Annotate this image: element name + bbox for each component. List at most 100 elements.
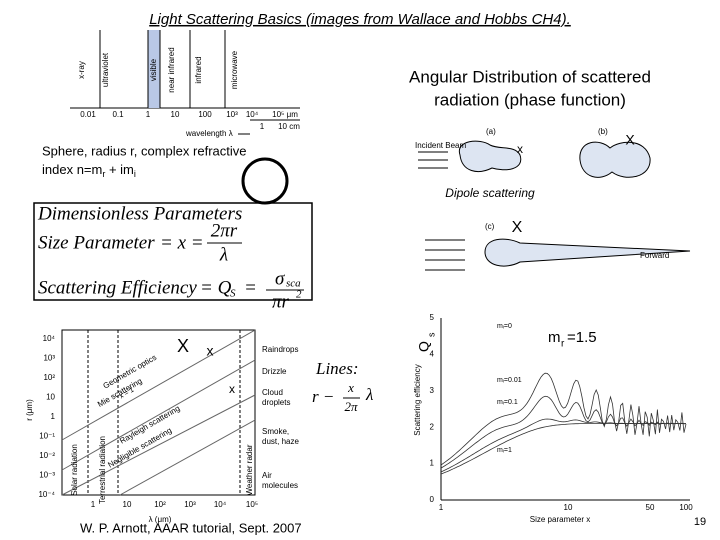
band-label: microwave (230, 50, 239, 89)
heading: radiation (phase function) (434, 90, 626, 109)
panel-label: (a) (486, 127, 496, 136)
particle-label: droplets (262, 398, 290, 407)
radiation-label: Solar radiation (70, 444, 79, 496)
tick-label: 10 cm (278, 122, 300, 131)
phase-shape-a (458, 140, 522, 172)
tick-label: 10⁴ (214, 500, 227, 509)
regime-line (61, 329, 256, 441)
tick-label: 10³ (226, 110, 238, 119)
caption: Dipole scattering (445, 186, 535, 200)
sphere (241, 157, 289, 205)
tick-label: 10 (171, 110, 180, 119)
tick-label: 1 (260, 122, 265, 131)
tick-label: 5 (430, 313, 435, 322)
equation: = Q (200, 277, 232, 298)
marker: x (229, 382, 235, 396)
marker: x (207, 343, 214, 359)
tick-label: 1 (430, 459, 435, 468)
axis-label: Scattering efficiency (413, 364, 422, 435)
equation: 2π (344, 399, 358, 414)
tick-label: 100 (679, 503, 693, 512)
tick-label: 3 (430, 386, 435, 395)
panel-label: (c) (485, 222, 495, 231)
tick-label: 10⁵ μm (272, 110, 298, 119)
tick-label: 10⁻² (39, 451, 55, 460)
particle-label: Drizzle (262, 367, 287, 376)
tick-label: 1 (51, 412, 56, 421)
particle-label: Air (262, 471, 272, 480)
tick-label: 10⁻¹ (39, 432, 55, 441)
text: + im (105, 162, 134, 177)
mr-label: =1.5 (567, 329, 597, 346)
tick-label: 10⁴ (246, 110, 259, 119)
tick-label: 10⁻⁴ (38, 490, 55, 499)
particle-label: molecules (262, 481, 298, 490)
sphere-text: Sphere, radius r, complex refractive (42, 143, 246, 158)
tick-label: 1 (146, 110, 151, 119)
equation: λ (219, 244, 228, 265)
band-label: near infrared (167, 47, 176, 92)
tick-label: 10² (43, 373, 55, 382)
tick-label: 10⁻³ (39, 471, 55, 480)
phase-shape-b (579, 141, 651, 178)
equation-box (33, 202, 313, 301)
mr-label: m (548, 329, 561, 346)
heading: Angular Distribution of scattered (409, 67, 651, 86)
efficiency-curve (440, 395, 687, 469)
marker: X (512, 219, 523, 236)
size-chart (61, 329, 256, 496)
marker: X (625, 132, 635, 148)
marker: x (517, 142, 523, 156)
tick-label: 1 (91, 500, 96, 509)
equation: πr (272, 291, 290, 312)
visible-band (148, 30, 160, 108)
beam-label: Incident Beam (415, 141, 466, 150)
curve-label: mᵢ=0 (497, 323, 512, 330)
tick-label: 10⁵ (246, 500, 258, 509)
panel-label: (b) (598, 127, 608, 136)
text: index n=m (42, 162, 102, 177)
regime-line (61, 359, 256, 471)
tick-label: 10⁴ (43, 334, 56, 343)
page-number: 19 (694, 516, 706, 528)
mr-label: r (561, 339, 565, 350)
equation: λ (365, 385, 373, 404)
tick-label: 0.01 (80, 110, 96, 119)
band-label: visible (149, 58, 158, 81)
axis-label: λ (μm) (149, 515, 172, 524)
equation: = x = (160, 232, 204, 253)
axis-title: Q (416, 341, 432, 352)
efficiency-curve (440, 418, 686, 473)
tick-label: 10² (154, 500, 166, 509)
curve-label: mᵢ=0.1 (497, 399, 518, 406)
particle-label: Raindrops (262, 345, 298, 354)
equation: = (244, 277, 257, 298)
tick-label: 10 (46, 393, 55, 402)
equation: x (347, 380, 354, 395)
band-label: x-ray (77, 61, 86, 79)
tick-label: 10³ (184, 500, 196, 509)
equation: r − (312, 387, 334, 406)
axis-label: r (μm) (25, 399, 34, 421)
band-label: infrared (194, 56, 203, 83)
plot-frame (61, 329, 256, 496)
equation: 2πr (211, 220, 238, 241)
phase-diagram (418, 140, 691, 271)
band-label: ultraviolet (101, 52, 110, 87)
spectrum-figure (70, 30, 300, 135)
tick-label: 0 (430, 495, 435, 504)
forward-label: Forward (640, 251, 669, 260)
equation: Size Parameter (38, 232, 155, 253)
tick-label: 4 (430, 350, 435, 359)
equation: σ (275, 268, 285, 289)
radiation-label: Weather radar (245, 444, 254, 495)
marker: X (177, 336, 189, 356)
equation: Scattering Efficiency (38, 277, 197, 298)
particle-label: Smoke, (262, 427, 289, 436)
axis-label: wavelength λ (185, 129, 233, 138)
particle-label: dust, haze (262, 437, 299, 446)
equation: sca (286, 278, 301, 290)
subscript: i (134, 169, 136, 179)
tick-label: 10³ (43, 354, 55, 363)
